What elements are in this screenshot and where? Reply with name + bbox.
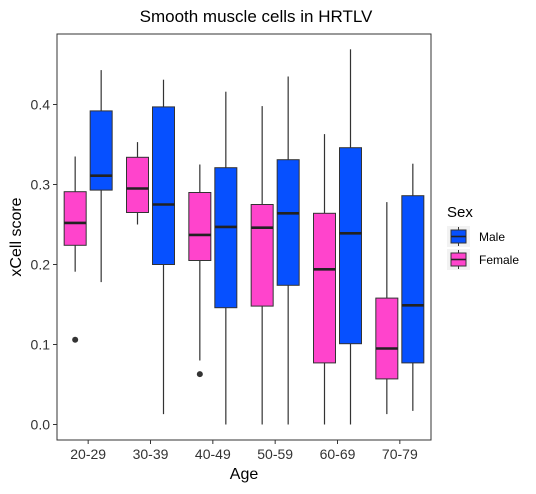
box-group-male-30-39	[152, 79, 175, 415]
box-group-female-40-49	[188, 164, 212, 378]
boxes-layer	[63, 49, 425, 425]
outlier-female-20-29-0	[72, 336, 79, 343]
x-tick-label-50-59: 50-59	[257, 446, 293, 462]
box-group-male-50-59	[276, 76, 300, 425]
box-group-male-20-29	[89, 70, 113, 283]
box-female-30-39	[126, 156, 149, 214]
outlier-female-40-49-0	[196, 371, 203, 378]
box-male-70-79	[401, 195, 425, 364]
box-male-20-29	[89, 110, 113, 191]
box-male-50-59	[276, 159, 300, 286]
legend-label-female: Female	[479, 253, 519, 267]
legend-items: Male Female	[447, 226, 519, 270]
x-axis: 20-29 30-39 40-49 50-59 60-69 70-79	[70, 440, 418, 462]
x-tick-label-70-79: 70-79	[382, 446, 418, 462]
legend: Sex Male Female	[447, 204, 519, 270]
box-male-40-49	[214, 167, 238, 309]
y-axis-label: xCell score	[8, 197, 25, 276]
x-tick-label-30-39: 30-39	[133, 446, 169, 462]
box-male-60-69	[339, 147, 362, 345]
box-female-40-49	[188, 192, 212, 261]
x-tick-label-60-69: 60-69	[320, 446, 356, 462]
box-female-20-29	[63, 191, 87, 246]
box-group-male-70-79	[401, 163, 425, 411]
y-axis: 0.0 0.1 0.2 0.3 0.4	[31, 97, 57, 433]
box-group-male-40-49	[214, 91, 238, 425]
box-group-female-60-69	[313, 134, 336, 425]
box-group-female-50-59	[250, 106, 274, 425]
x-axis-label: Age	[230, 466, 259, 483]
box-female-70-79	[375, 297, 399, 380]
legend-title: Sex	[447, 204, 473, 221]
y-tick-label-0.2: 0.2	[31, 257, 51, 273]
box-male-30-39	[152, 106, 175, 266]
box-group-female-30-39	[126, 142, 149, 225]
chart-title: Smooth muscle cells in HRTLV	[140, 7, 373, 26]
box-female-60-69	[313, 212, 336, 364]
legend-label-male: Male	[479, 230, 505, 244]
x-tick-label-20-29: 20-29	[70, 446, 106, 462]
box-female-50-59	[250, 204, 274, 307]
plot-panel	[56, 33, 432, 441]
box-group-male-60-69	[339, 49, 362, 425]
x-tick-label-40-49: 40-49	[195, 446, 231, 462]
y-tick-label-0.0: 0.0	[31, 417, 51, 433]
y-tick-label-0.4: 0.4	[31, 97, 51, 113]
box-group-female-20-29	[63, 156, 87, 343]
box-group-female-70-79	[375, 202, 399, 415]
y-tick-label-0.1: 0.1	[31, 337, 51, 353]
y-tick-label-0.3: 0.3	[31, 177, 51, 193]
